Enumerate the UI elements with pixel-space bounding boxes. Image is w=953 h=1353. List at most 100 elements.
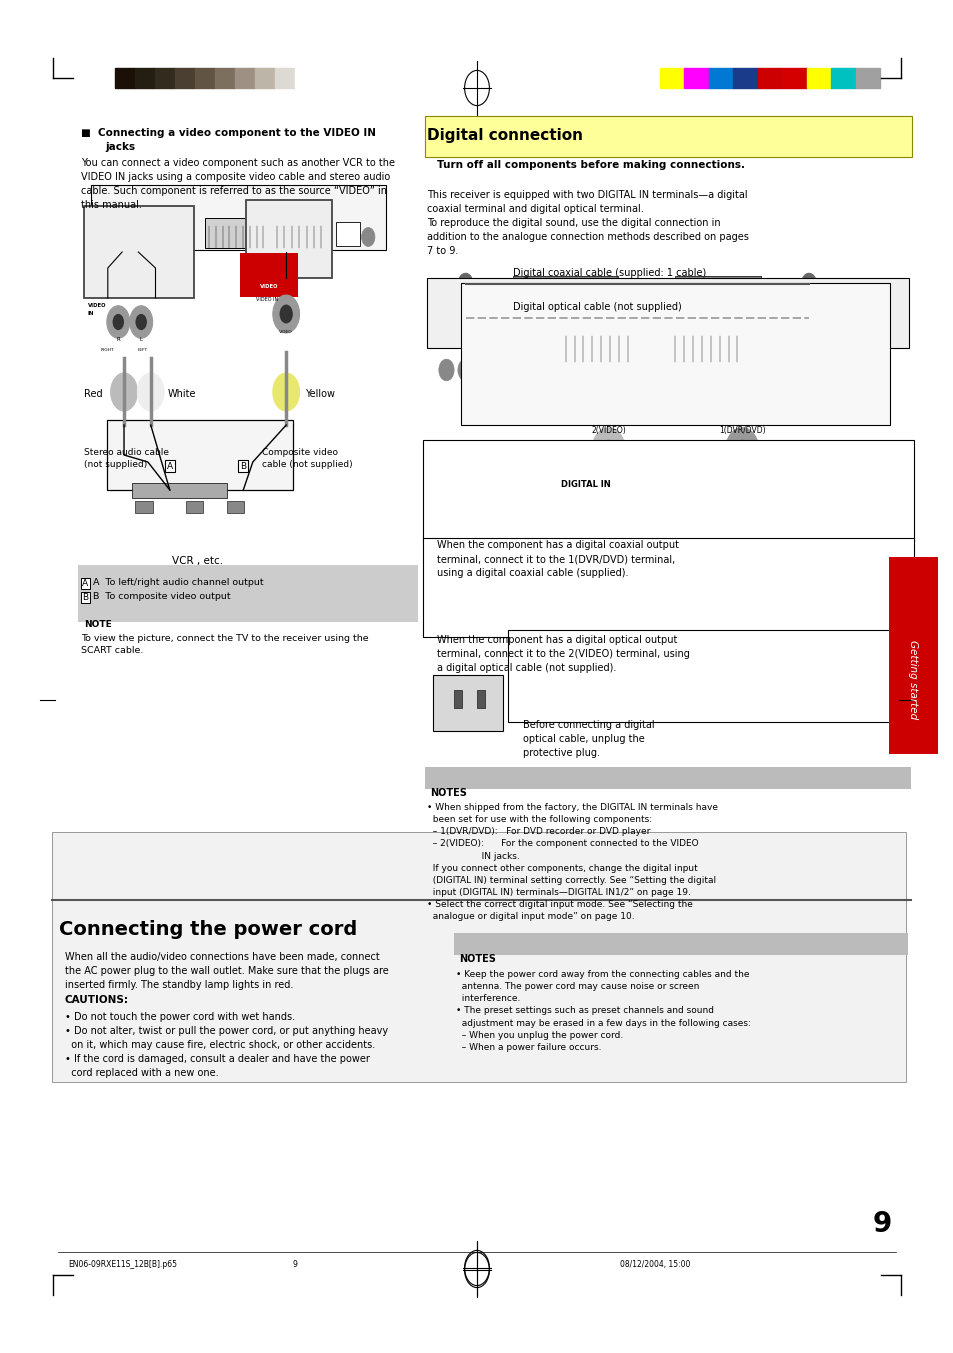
Circle shape — [107, 306, 130, 338]
Bar — [784, 327, 821, 360]
FancyBboxPatch shape — [424, 116, 911, 157]
Text: 2(VIDEO): 2(VIDEO) — [591, 426, 625, 436]
Text: LEFT: LEFT — [138, 348, 148, 352]
Bar — [679, 311, 741, 325]
Text: DIGITAL IN: DIGITAL IN — [560, 480, 610, 488]
FancyBboxPatch shape — [508, 629, 908, 721]
Bar — [513, 276, 618, 292]
Circle shape — [476, 359, 492, 380]
Circle shape — [801, 273, 816, 295]
Bar — [154, 68, 174, 88]
Bar — [476, 690, 484, 708]
FancyBboxPatch shape — [246, 199, 332, 277]
FancyBboxPatch shape — [107, 419, 293, 490]
Circle shape — [724, 428, 759, 476]
Text: L: L — [139, 337, 143, 342]
Text: B: B — [82, 593, 88, 602]
Circle shape — [856, 359, 871, 380]
Circle shape — [135, 314, 147, 330]
Bar — [659, 68, 683, 88]
Text: 9: 9 — [872, 1210, 891, 1238]
Text: Connecting the power cord: Connecting the power cord — [59, 920, 357, 939]
Text: To view the picture, connect the TV to the receiver using the
SCART cable.: To view the picture, connect the TV to t… — [81, 635, 368, 655]
Circle shape — [733, 440, 750, 464]
Bar — [205, 218, 267, 248]
FancyBboxPatch shape — [422, 538, 913, 637]
Text: Digital optical cable (not supplied): Digital optical cable (not supplied) — [513, 302, 681, 313]
Bar — [273, 218, 325, 248]
Text: EN06-09RXE11S_12B[B].p65: EN06-09RXE11S_12B[B].p65 — [68, 1260, 177, 1269]
Bar — [227, 501, 244, 513]
Text: VIDEO: VIDEO — [279, 330, 293, 334]
Text: This receiver is equipped with two DIGITAL IN terminals—a digital
coaxial termin: This receiver is equipped with two DIGIT… — [427, 189, 748, 256]
FancyBboxPatch shape — [52, 832, 905, 1082]
Bar — [254, 68, 274, 88]
Bar — [274, 68, 294, 88]
Text: VIDEO: VIDEO — [88, 303, 106, 308]
Circle shape — [361, 227, 375, 246]
Text: 1(DVR/DVD): 1(DVR/DVD) — [719, 426, 764, 436]
Text: RIGHT: RIGHT — [101, 348, 114, 352]
Circle shape — [273, 295, 299, 333]
Bar — [294, 68, 314, 88]
Text: 08/12/2004, 15:00: 08/12/2004, 15:00 — [619, 1260, 690, 1269]
Bar — [174, 68, 194, 88]
Text: VIDEO: VIDEO — [259, 284, 278, 290]
Text: (not supplied): (not supplied) — [84, 460, 147, 469]
Circle shape — [515, 359, 530, 380]
Circle shape — [438, 359, 454, 380]
Bar — [675, 276, 760, 292]
Bar — [781, 68, 806, 88]
Bar — [214, 68, 234, 88]
Circle shape — [496, 359, 511, 380]
Bar — [186, 501, 203, 513]
Bar — [683, 68, 708, 88]
Text: Red: Red — [84, 390, 103, 399]
Text: Turn off all components before making connections.: Turn off all components before making co… — [436, 160, 744, 170]
Text: VIDEO IN: VIDEO IN — [255, 298, 277, 302]
Text: Yellow: Yellow — [305, 390, 335, 399]
Text: VCR , etc.: VCR , etc. — [172, 556, 223, 566]
FancyBboxPatch shape — [240, 253, 297, 296]
Circle shape — [591, 428, 625, 476]
Bar — [234, 68, 254, 88]
Bar — [757, 68, 781, 88]
Text: NOTES: NOTES — [430, 787, 467, 798]
FancyBboxPatch shape — [454, 934, 907, 955]
FancyBboxPatch shape — [91, 185, 386, 250]
Text: B  To composite video output: B To composite video output — [92, 593, 230, 601]
Bar — [335, 222, 359, 246]
Text: Composite video: Composite video — [262, 448, 338, 457]
Text: When all the audio/video connections have been made, connect
the AC power plug t: When all the audio/video connections hav… — [65, 953, 388, 990]
Text: NOTE: NOTE — [84, 620, 112, 629]
Text: NOTES: NOTES — [458, 954, 496, 963]
Text: A: A — [167, 461, 172, 471]
Text: White: White — [168, 390, 196, 399]
FancyBboxPatch shape — [78, 566, 417, 622]
Text: Stereo audio cable: Stereo audio cable — [84, 448, 169, 457]
Text: You can connect a video component such as another VCR to the
VIDEO IN jacks usin: You can connect a video component such a… — [81, 158, 395, 210]
FancyBboxPatch shape — [422, 440, 913, 541]
FancyBboxPatch shape — [425, 767, 910, 789]
FancyBboxPatch shape — [427, 277, 908, 348]
Circle shape — [801, 308, 815, 327]
Bar — [855, 68, 879, 88]
Text: ■  Connecting a video component to the VIDEO IN: ■ Connecting a video component to the VI… — [81, 129, 375, 138]
Text: 9: 9 — [293, 1260, 297, 1269]
Bar — [454, 690, 461, 708]
Bar — [194, 68, 214, 88]
Text: jacks: jacks — [105, 142, 135, 152]
Bar — [135, 68, 154, 88]
Text: When the component has a digital coaxial output
terminal, connect it to the 1(DV: When the component has a digital coaxial… — [436, 540, 679, 578]
Circle shape — [279, 304, 293, 323]
Bar — [494, 311, 556, 325]
Circle shape — [130, 306, 152, 338]
Text: When the component has a digital optical output
terminal, connect it to the 2(VI: When the component has a digital optical… — [436, 635, 689, 672]
Circle shape — [273, 373, 299, 411]
Circle shape — [599, 440, 617, 464]
Text: • Do not touch the power cord with wet hands.
• Do not alter, twist or pull the : • Do not touch the power cord with wet h… — [65, 1012, 388, 1078]
Circle shape — [137, 373, 164, 411]
Text: A: A — [82, 579, 88, 589]
Bar — [560, 327, 632, 363]
FancyBboxPatch shape — [460, 283, 889, 425]
